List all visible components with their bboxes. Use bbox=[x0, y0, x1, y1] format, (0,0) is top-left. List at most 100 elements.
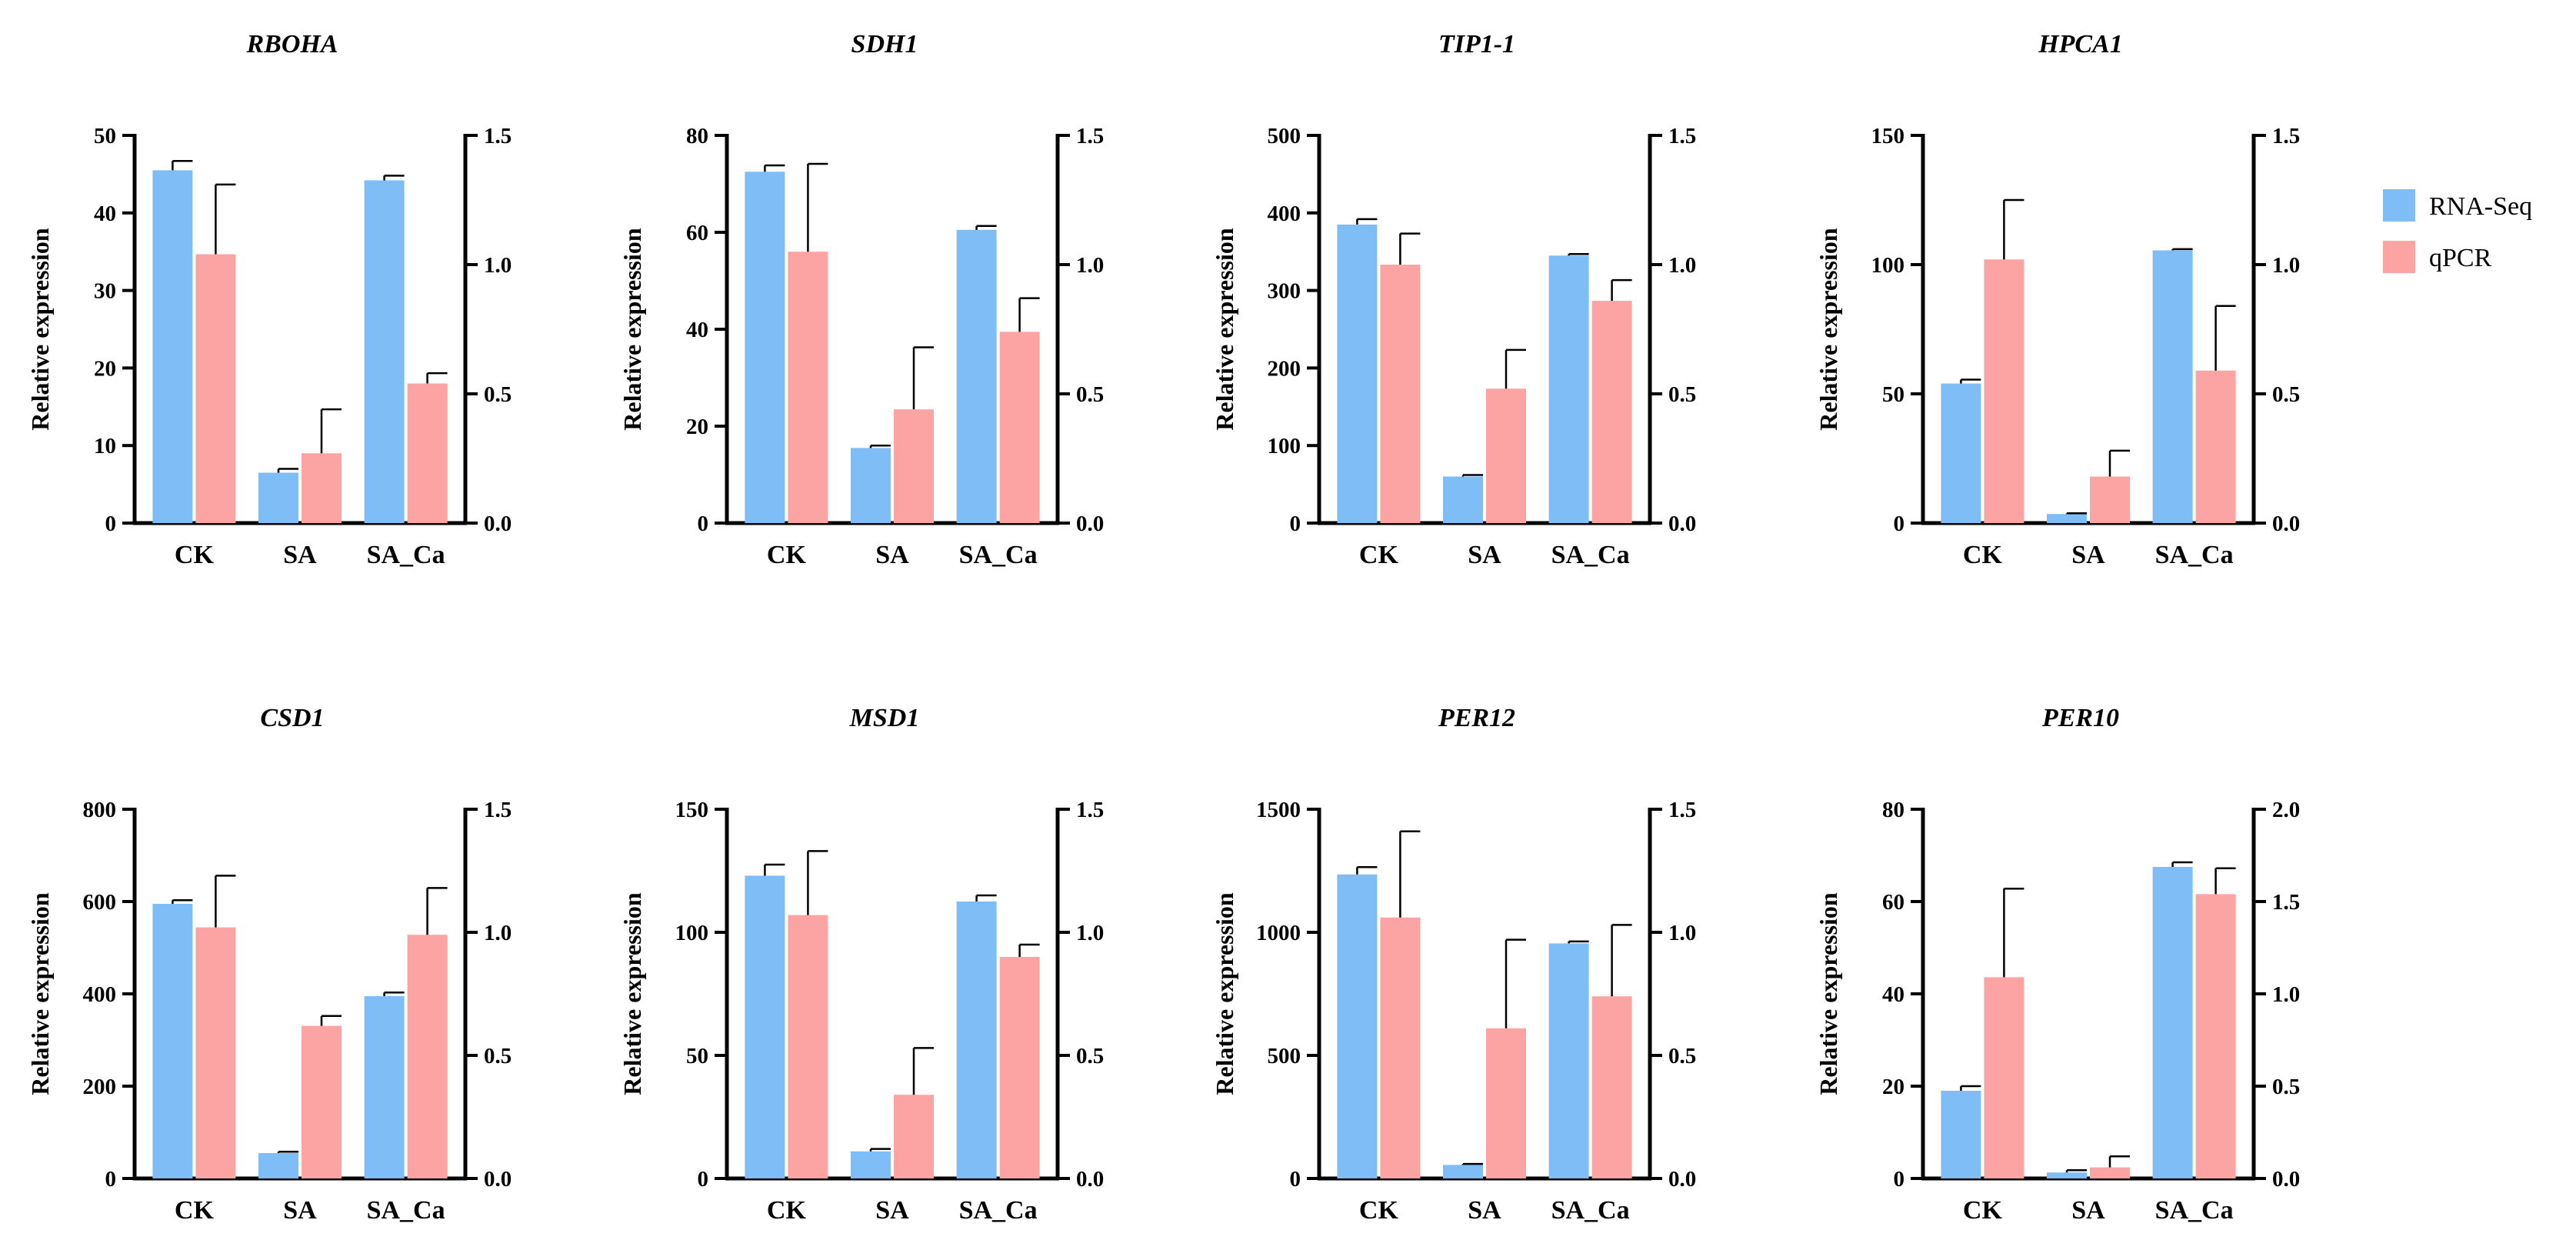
error-bar-rna-seq-sa-ca bbox=[2171, 248, 2193, 251]
error-bar-rna-seq-ck bbox=[1356, 218, 1378, 225]
bar-rna-seq-sa bbox=[2047, 1172, 2087, 1178]
legend: RNA-Seq qPCR bbox=[2383, 189, 2532, 273]
bar-qpcr-ck bbox=[1380, 265, 1421, 523]
bar-qpcr-sa-ca bbox=[2195, 894, 2236, 1178]
category-label: SA bbox=[875, 1196, 909, 1225]
left-tick-label: 80 bbox=[686, 124, 708, 148]
left-tick-label: 100 bbox=[1871, 253, 1905, 278]
bar-rna-seq-sa-ca bbox=[956, 229, 997, 523]
right-tick-label: 0.5 bbox=[484, 1044, 512, 1068]
bar-qpcr-sa bbox=[894, 1095, 934, 1178]
legend-swatch-qpcr bbox=[2383, 241, 2415, 273]
y-axis-label: Relative expression bbox=[1211, 228, 1238, 431]
left-tick-label: 20 bbox=[94, 356, 116, 381]
bar-qpcr-sa bbox=[1486, 388, 1526, 523]
error-bar-qpcr-ck bbox=[1399, 830, 1421, 918]
category-label: CK bbox=[1359, 1196, 1399, 1225]
bar-rna-seq-sa bbox=[258, 472, 298, 523]
left-tick-label: 40 bbox=[1882, 982, 1905, 1007]
error-bar-qpcr-ck bbox=[1399, 232, 1421, 265]
right-tick-label: 1.0 bbox=[484, 253, 512, 278]
bar-qpcr-sa-ca bbox=[407, 935, 448, 1178]
error-bar-rna-seq-sa-ca bbox=[975, 894, 997, 902]
chart-csd1: CSD1 Relative expression 0 200 400 600 800 0.0 0… bbox=[26, 704, 512, 1225]
left-tick-label: 100 bbox=[1268, 434, 1301, 458]
bar-rna-seq-sa-ca bbox=[1548, 943, 1589, 1178]
right-tick-label: 2.0 bbox=[2272, 798, 2300, 822]
bar-rna-seq-ck bbox=[152, 170, 193, 524]
right-tick-label: 0.0 bbox=[2272, 1167, 2300, 1192]
chart-title: TIP1-1 bbox=[1438, 30, 1515, 58]
right-tick-label: 0.5 bbox=[2272, 1075, 2300, 1099]
category-label: CK bbox=[767, 1196, 807, 1225]
bar-rna-seq-sa-ca bbox=[364, 180, 405, 524]
error-bar-rna-seq-sa-ca bbox=[1568, 252, 1589, 256]
chart-tip1-1: TIP1-1 Relative expression 0 100 200 300 400 50… bbox=[1211, 30, 1696, 569]
bar-qpcr-sa-ca bbox=[1591, 996, 1632, 1178]
right-tick-label: 1.0 bbox=[2272, 982, 2300, 1007]
left-tick-label: 20 bbox=[686, 415, 708, 439]
left-tick-label: 200 bbox=[1268, 356, 1301, 381]
bar-qpcr-ck bbox=[1984, 977, 2024, 1178]
category-label: CK bbox=[1963, 541, 2003, 569]
bar-rna-seq-sa-ca bbox=[1548, 255, 1589, 523]
left-tick-label: 1500 bbox=[1256, 798, 1301, 822]
chart-sdh1: SDH1 Relative expression 0 20 40 60 80 0.0 0.5 1.… bbox=[618, 30, 1104, 569]
category-label: SA_Ca bbox=[2155, 1196, 2234, 1225]
chart-title: HPCA1 bbox=[2038, 30, 2123, 58]
right-tick-label: 1.0 bbox=[1668, 921, 1696, 945]
error-bar-qpcr-sa bbox=[912, 346, 934, 410]
right-tick-label: 1.5 bbox=[1668, 124, 1696, 148]
bar-qpcr-sa bbox=[2090, 476, 2130, 523]
chart-hpca1: HPCA1 Relative expression 0 50 100 150 0.0 0.5 1… bbox=[1815, 30, 2300, 569]
right-tick-label: 1.5 bbox=[1076, 124, 1104, 148]
bar-rna-seq-ck bbox=[1941, 1091, 1981, 1178]
chart-msd1: MSD1 Relative expression 0 50 100 150 0.0 0.5 1.… bbox=[618, 704, 1104, 1225]
category-label: SA_Ca bbox=[959, 541, 1038, 569]
left-tick-label: 0 bbox=[1290, 1167, 1301, 1192]
left-tick-label: 50 bbox=[1882, 382, 1905, 407]
left-tick-label: 0 bbox=[698, 512, 709, 536]
bar-rna-seq-sa bbox=[1443, 1165, 1483, 1178]
right-tick-label: 1.0 bbox=[2272, 253, 2300, 278]
right-tick-label: 1.5 bbox=[484, 124, 512, 148]
bar-rna-seq-sa bbox=[2047, 514, 2087, 523]
bar-rna-seq-sa-ca bbox=[2152, 250, 2193, 523]
chart-title: CSD1 bbox=[260, 704, 324, 732]
category-label: SA bbox=[283, 1196, 317, 1225]
bar-qpcr-ck bbox=[1380, 917, 1421, 1178]
right-tick-label: 0.0 bbox=[2272, 512, 2300, 536]
category-label: SA bbox=[283, 541, 317, 569]
category-label: SA_Ca bbox=[2155, 541, 2234, 569]
category-label: CK bbox=[175, 541, 215, 569]
left-tick-label: 400 bbox=[1268, 202, 1301, 226]
y-axis-label: Relative expression bbox=[618, 892, 646, 1095]
bar-qpcr-sa-ca bbox=[999, 957, 1040, 1178]
category-label: CK bbox=[1963, 1196, 2003, 1225]
error-bar-qpcr-sa-ca bbox=[1611, 278, 1632, 302]
category-label: SA bbox=[1468, 541, 1501, 569]
chart-per10: PER10 Relative expression 0 20 40 60 80 0.0 0.5 1… bbox=[1815, 704, 2300, 1225]
left-tick-label: 60 bbox=[1882, 890, 1905, 915]
y-axis-label: Relative expression bbox=[1211, 892, 1238, 1095]
error-bar-qpcr-sa-ca bbox=[426, 372, 448, 384]
bar-rna-seq-ck bbox=[1337, 874, 1378, 1178]
right-tick-label: 1.5 bbox=[2272, 124, 2300, 148]
left-tick-label: 30 bbox=[94, 279, 116, 304]
error-bar-rna-seq-ck bbox=[1960, 1085, 1981, 1091]
category-label: CK bbox=[767, 541, 807, 569]
error-bar-rna-seq-sa bbox=[869, 444, 891, 448]
left-tick-label: 0 bbox=[105, 512, 117, 536]
legend-swatch-rna-seq bbox=[2383, 189, 2415, 222]
error-bar-qpcr-ck bbox=[807, 162, 828, 252]
left-tick-label: 500 bbox=[1268, 1044, 1301, 1068]
bar-qpcr-sa-ca bbox=[2195, 370, 2236, 523]
error-bar-qpcr-sa bbox=[2108, 1155, 2130, 1168]
error-bar-rna-seq-sa-ca bbox=[1568, 940, 1589, 944]
right-tick-label: 0.5 bbox=[1076, 382, 1104, 407]
left-tick-label: 200 bbox=[83, 1075, 117, 1099]
error-bar-rna-seq-sa-ca bbox=[975, 225, 997, 230]
error-bar-qpcr-sa bbox=[2108, 449, 2130, 477]
y-axis-label: Relative expression bbox=[26, 892, 54, 1095]
error-bar-rna-seq-sa bbox=[869, 1148, 891, 1152]
